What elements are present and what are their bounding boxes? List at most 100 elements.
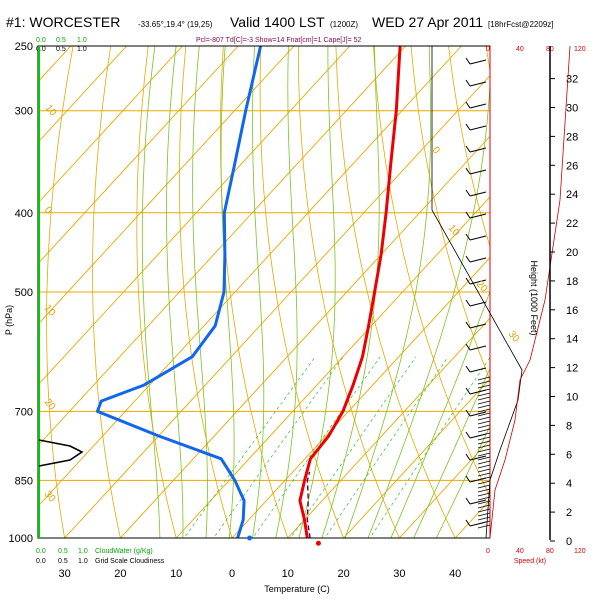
dry-adiabat [46, 46, 74, 538]
moist-adiabat [321, 46, 380, 538]
station-coords: -33.65°,19.4° (19,25) [138, 20, 213, 29]
dry-adiabat [178, 46, 233, 538]
temperature-axis-label: Temperature (C) [264, 584, 330, 594]
wind-speed-profile [489, 45, 571, 539]
wind-barb [477, 508, 491, 513]
temperature-tick-label: 30 [58, 568, 70, 580]
wind-barb [465, 233, 487, 241]
isotherm [38, 46, 127, 144]
temperature-tick-label: 30 [393, 568, 405, 580]
isotherm [38, 46, 462, 507]
cloudk-tick-top-2: 1.0 [77, 46, 87, 53]
cloud-tick-bot-1: 0.5 [58, 548, 68, 555]
temperature-line [298, 46, 402, 538]
stability-indices: Pcl=-807 Td[C]=-3 Show=14 Fnat[cm]=1 Cap… [196, 37, 362, 44]
sounding-curves [95, 46, 402, 538]
isotherm [38, 46, 183, 204]
wind-panel [431, 45, 571, 539]
temperature-tick-label: 0 [229, 568, 235, 580]
wind-barb [477, 480, 491, 485]
cloud-tick-top-1: 0.5 [56, 37, 66, 44]
isotherm [511, 46, 600, 538]
isotherm [38, 46, 239, 265]
height-tick-label: 18 [566, 276, 578, 288]
pressure-axis: 250 300 400 500 700 850 1000 [9, 41, 33, 545]
height-tick-label: 22 [566, 218, 578, 230]
wind-barb [477, 452, 491, 457]
height-tick-label: 32 [566, 74, 578, 86]
isotherm [399, 438, 490, 538]
surface-temp-marker [315, 540, 321, 546]
wind-barb [477, 488, 491, 493]
pressure-axis-label: P (hPa) [4, 305, 14, 335]
wind-barb [465, 409, 487, 417]
forecast-info: [18hrFcst@2209z] [488, 20, 553, 29]
height-tick-label: 14 [566, 334, 578, 346]
wind-barb [465, 321, 487, 329]
isotherm [287, 317, 490, 538]
mixing-ratio-line [324, 356, 449, 538]
mixing-ratio-line [213, 356, 344, 538]
wind-barb [465, 123, 487, 131]
wind-barb [477, 464, 491, 469]
wind-barb [465, 79, 487, 87]
wind-barb [477, 492, 491, 497]
pressure-tick-label: 500 [15, 287, 33, 299]
mixing-ratio-line [290, 356, 417, 538]
speed-tick-bot-3: 120 [574, 548, 586, 555]
height-tick-label: 2 [566, 507, 572, 519]
pressure-tick-label: 850 [15, 475, 33, 487]
moist-adiabat [298, 46, 336, 538]
cloudk-tick-top-1: 0.5 [56, 46, 66, 53]
height-tick-label: 24 [566, 189, 578, 201]
speed-tick-bot-0: 0 [486, 548, 490, 555]
wind-barb [477, 516, 491, 521]
height-tick-label: 8 [566, 420, 572, 432]
wind-barb [477, 388, 491, 393]
height-tick-label: 26 [566, 160, 578, 172]
dewpoint-line [95, 46, 263, 538]
wind-barb [477, 440, 491, 445]
pressure-tick-label: 400 [15, 208, 33, 220]
isotherm [38, 46, 295, 325]
mixing-ratio-line [183, 356, 316, 538]
height-tick-label: 6 [566, 449, 572, 461]
isotherm-label: 20 [42, 397, 58, 413]
wind-barb [465, 167, 487, 175]
mixing-ratio-label: 20 [375, 538, 384, 547]
wind-barb [477, 376, 491, 381]
speed-tick-top-1: 40 [516, 46, 524, 53]
wind-barb [465, 211, 487, 219]
height-tick-label: 4 [566, 478, 572, 490]
height-tick-label: 10 [566, 392, 578, 404]
height-tick-label: 20 [566, 247, 578, 259]
parcel-line [306, 471, 312, 538]
wind-barb [477, 400, 491, 405]
grid-layer: 2 3 5 8 12 20 [38, 46, 600, 547]
wind-barb [465, 343, 487, 351]
cloudk-tick-top-0: 0.0 [36, 46, 46, 53]
height-tick-label: 12 [566, 363, 578, 375]
speed-tick-top-3: 120 [574, 46, 586, 53]
wind-barb [477, 424, 491, 429]
wind-barb [477, 432, 491, 437]
mixing-ratio-label: 8 [296, 538, 301, 547]
height-tick-label: 16 [566, 305, 578, 317]
pressure-tick-label: 1000 [9, 533, 33, 545]
isotherm-label: 0 [42, 205, 54, 217]
wind-barb [477, 524, 491, 529]
dry-adiabat [373, 46, 490, 498]
wind-barb [477, 500, 491, 505]
wind-barb [477, 476, 491, 481]
dry-adiabat [298, 46, 400, 538]
speed-axis-label: Speed (kt) [514, 558, 546, 565]
cloud-tick-bot-2: 1.0 [78, 548, 88, 555]
mixing-ratio-label: 2 [186, 538, 191, 547]
grid-cloudiness-label: Grid Scale Cloudiness [95, 558, 165, 565]
isotherm-label: 10 [446, 223, 462, 239]
temperature-tick-label: 20 [114, 568, 126, 580]
speed-tick-bot-2: 80 [546, 548, 554, 555]
wind-barb [465, 101, 487, 109]
